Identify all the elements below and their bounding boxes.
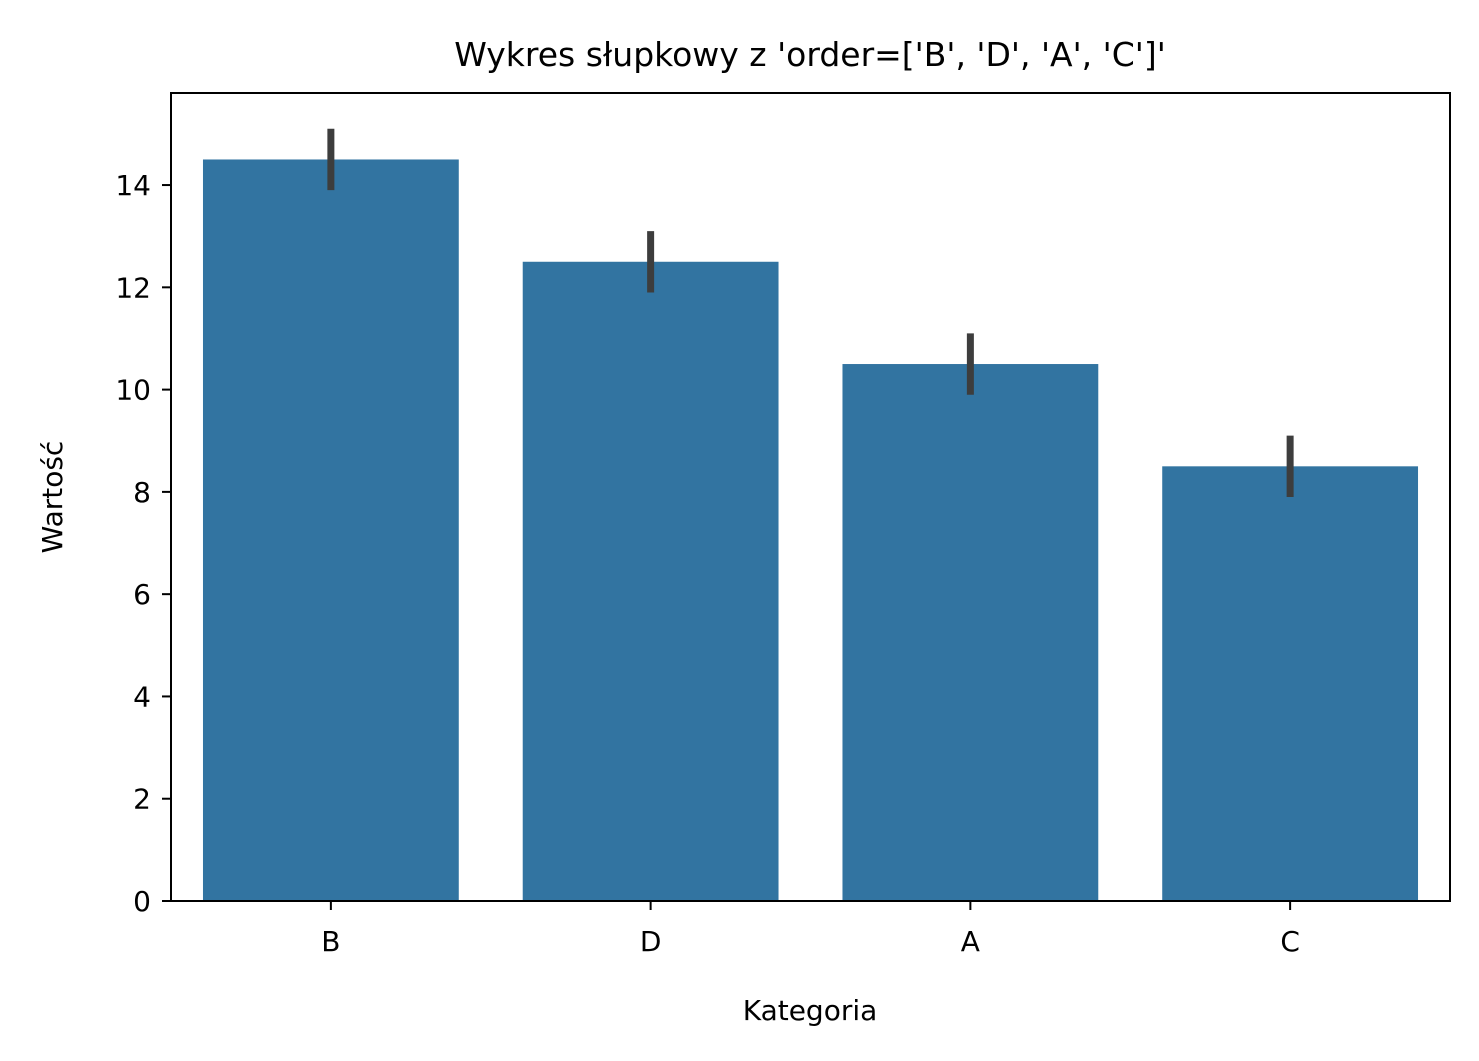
y-tick-label: 12: [115, 271, 151, 304]
bar-A: [842, 364, 1099, 901]
x-tick-label: B: [321, 925, 340, 958]
y-tick-label: 2: [133, 783, 151, 816]
y-tick-label: 4: [133, 680, 151, 713]
bars-group: [202, 159, 1419, 901]
bar-D: [522, 261, 779, 901]
x-axis-title: Kategoria: [743, 994, 878, 1027]
y-axis-title: Wartość: [36, 441, 69, 554]
y-tick-label: 0: [133, 885, 151, 918]
y-tick-label: 10: [115, 374, 151, 407]
error-bars-group: [327, 128, 1294, 497]
y-tick-label: 6: [133, 578, 151, 611]
chart-title: Wykres słupkowy z 'order=['B', 'D', 'A',…: [454, 35, 1166, 74]
x-tick-label: C: [1280, 925, 1300, 958]
bar-B: [202, 159, 459, 901]
plot-area-frame: [170, 92, 1451, 902]
y-axis-ticks: 0 2 4 6 8 10 12 14: [115, 169, 171, 918]
x-tick-label: D: [640, 925, 662, 958]
x-tick-label: A: [961, 925, 980, 958]
y-tick-label: 8: [133, 476, 151, 509]
y-tick-label: 14: [115, 169, 151, 202]
bar-C: [1162, 466, 1419, 901]
